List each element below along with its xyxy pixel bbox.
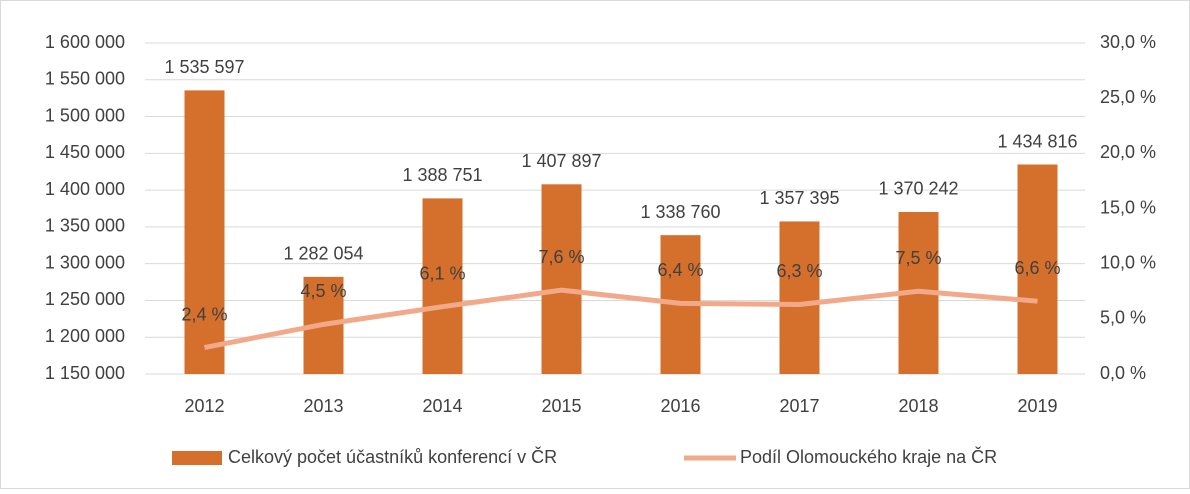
y-tick-label: 1 250 000 (45, 289, 125, 309)
bar (541, 184, 582, 374)
bar-value-label: 1 388 751 (402, 165, 482, 185)
x-tick-label: 2016 (660, 396, 700, 416)
x-tick-label: 2015 (541, 396, 581, 416)
bar (184, 90, 225, 375)
bar-value-label: 1 407 897 (521, 151, 601, 171)
y-tick-label: 1 600 000 (45, 32, 125, 52)
bar (422, 198, 463, 374)
line (204, 287, 1038, 350)
bar (779, 221, 820, 374)
y2-tick-label: 5,0 % (1100, 308, 1146, 328)
legend-label: Podíl Olomouckého kraje na ČR (740, 446, 997, 467)
bar (1017, 164, 1058, 374)
legend-swatch (172, 451, 222, 465)
y-tick-label: 1 550 000 (45, 69, 125, 89)
legend-label: Celkový počet účastníků konferencí v ČR (228, 446, 557, 467)
bar-value-label: 1 370 242 (878, 179, 958, 199)
line-value-label: 4,5 % (300, 281, 346, 301)
bar-value-label: 1 434 816 (997, 131, 1077, 151)
x-tick-label: 2012 (184, 396, 224, 416)
line-value-label: 6,3 % (776, 261, 822, 281)
x-tick-label: 2017 (779, 396, 819, 416)
x-tick-label: 2014 (422, 396, 462, 416)
bar-value-label: 1 282 054 (283, 244, 363, 264)
y-tick-label: 1 150 000 (45, 363, 125, 383)
bar-value-label: 1 338 760 (640, 202, 720, 222)
y2-tick-label: 20,0 % (1100, 142, 1156, 162)
y-tick-label: 1 500 000 (45, 105, 125, 125)
line-value-label: 6,1 % (419, 263, 465, 283)
y2-tick-label: 15,0 % (1100, 197, 1156, 217)
line-value-label: 7,5 % (895, 248, 941, 268)
y-tick-label: 1 300 000 (45, 252, 125, 272)
y-tick-label: 1 400 000 (45, 179, 125, 199)
line-value-label: 2,4 % (181, 304, 227, 324)
x-tick-label: 2019 (1017, 396, 1057, 416)
y2-tick-label: 0,0 % (1100, 363, 1146, 383)
y2-tick-label: 30,0 % (1100, 32, 1156, 52)
y-tick-label: 1 450 000 (45, 142, 125, 162)
bar-value-label: 1 357 395 (759, 188, 839, 208)
y2-tick-label: 10,0 % (1100, 252, 1156, 272)
y2-tick-label: 25,0 % (1100, 87, 1156, 107)
x-tick-label: 2018 (898, 396, 938, 416)
line-value-label: 6,4 % (657, 260, 703, 280)
x-tick-label: 2013 (303, 396, 343, 416)
line-value-label: 7,6 % (538, 247, 584, 267)
y-tick-label: 1 200 000 (45, 326, 125, 346)
line-value-label: 6,6 % (1014, 258, 1060, 278)
y-tick-label: 1 350 000 (45, 216, 125, 236)
bar-value-label: 1 535 597 (164, 57, 244, 77)
